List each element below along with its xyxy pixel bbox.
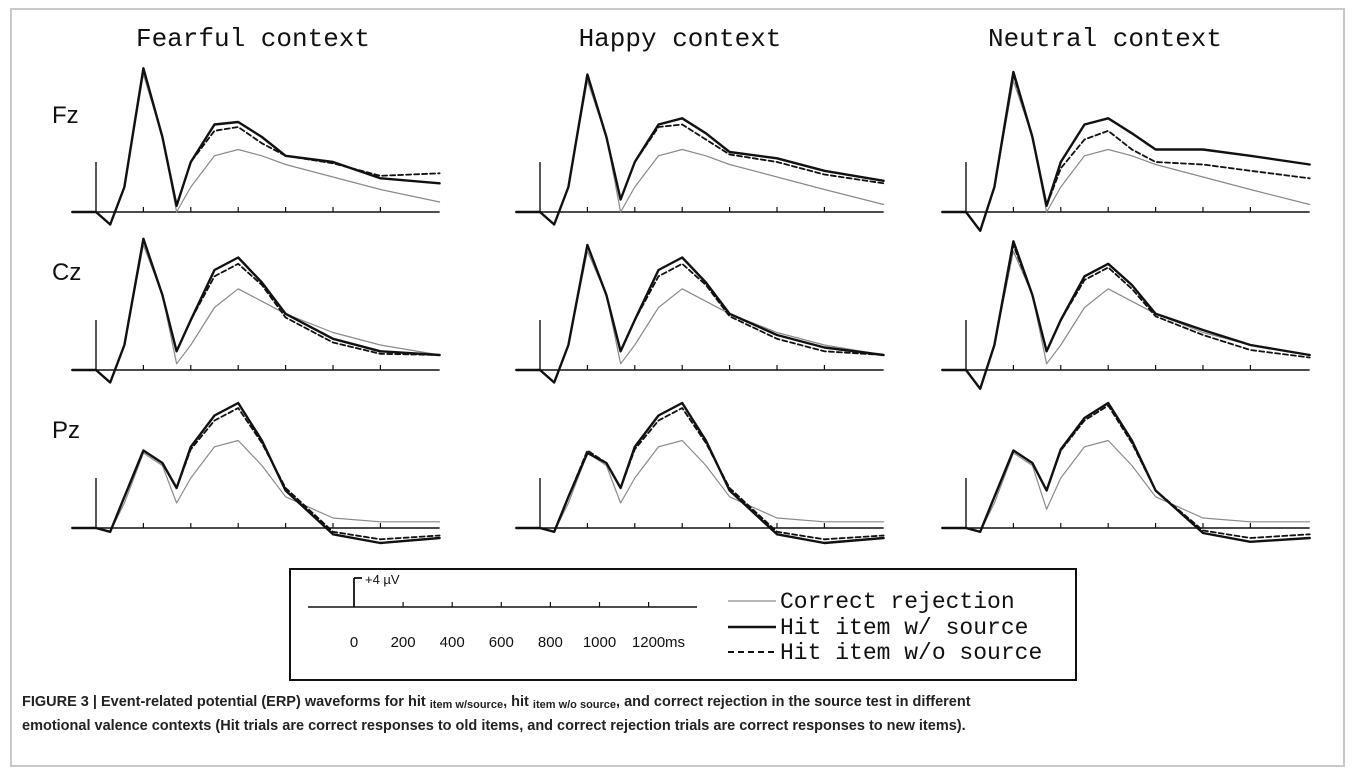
- waveform-correct-rejection-happy-cz: [515, 250, 885, 384]
- panel-happy-fz: [515, 73, 885, 226]
- waveform-hit-item-w-o-source-happy-cz: [515, 244, 885, 384]
- waveform-correct-rejection-happy-pz: [515, 439, 885, 533]
- panel-neutral-cz: [941, 240, 1311, 390]
- scale-time-ticks: 0 200 400 600 800 1000 1200: [350, 602, 665, 651]
- waveform-hit-item-w-o-source-neutral-fz: [941, 73, 1311, 232]
- caption-sub-without-source: item w/o source: [532, 699, 617, 711]
- waveform-hit-item-w-o-source-neutral-pz: [941, 404, 1311, 539]
- waveform-hit-item-w-o-source-happy-pz: [515, 407, 885, 541]
- caption-sub-with-source: item w/source: [429, 699, 504, 711]
- caption-line2: emotional valence contexts (Hit trials a…: [22, 718, 966, 734]
- panel-fearful-pz: [71, 401, 441, 545]
- panel-fearful-fz: [71, 67, 441, 226]
- electrode-labels: Fz Cz Pz: [52, 102, 81, 444]
- waveform-hit-item-w-o-source-neutral-cz: [941, 244, 1311, 390]
- legend-box: +4 µV 0 200 400 600 800 1000 1200 ms Correct r…: [289, 568, 1077, 681]
- figure-caption: FIGURE 3 | Event-related potential (ERP)…: [22, 692, 1322, 737]
- waveform-correct-rejection-fearful-fz: [71, 73, 441, 226]
- waveform-hit-item-w-o-source-fearful-fz: [71, 67, 441, 226]
- waveform-hit-item-w-source-fearful-fz: [71, 67, 441, 226]
- legend-label-hit-without-source: Hit item w/o source: [780, 640, 1042, 666]
- legend-label-correct-rejection: Correct rejection: [780, 589, 1015, 615]
- context-title-happy: Happy context: [579, 24, 782, 54]
- waveform-hit-item-w-source-neutral-pz: [941, 401, 1311, 543]
- legend-label-hit-with-source: Hit item w/ source: [780, 615, 1028, 641]
- caption-mid2: , and correct rejection in the source te…: [616, 694, 971, 710]
- waveform-correct-rejection-neutral-pz: [941, 439, 1311, 533]
- waveform-correct-rejection-fearful-pz: [71, 439, 441, 533]
- scale-voltage-label: +4 µV: [365, 572, 400, 587]
- waveform-correct-rejection-neutral-cz: [941, 250, 1311, 390]
- scale-tick-label: 200: [391, 634, 416, 651]
- waveform-hit-item-w-o-source-fearful-pz: [71, 407, 441, 541]
- electrode-label-fz: Fz: [52, 102, 79, 129]
- electrode-label-cz: Cz: [52, 259, 81, 286]
- waveform-hit-item-w-o-source-fearful-cz: [71, 237, 441, 384]
- waveform-correct-rejection-happy-fz: [515, 80, 885, 226]
- waveform-correct-rejection-fearful-cz: [71, 244, 441, 384]
- scale-tick-label: 1000: [583, 634, 616, 651]
- panel-happy-cz: [515, 243, 885, 384]
- context-titles: Fearful context Happy context Neutral co…: [136, 24, 1222, 54]
- context-title-neutral: Neutral context: [988, 24, 1222, 54]
- waveform-hit-item-w-source-fearful-cz: [71, 237, 441, 384]
- scale-tick-label: 1200: [632, 634, 665, 651]
- waveform-hit-item-w-source-happy-fz: [515, 73, 885, 226]
- scale-time-unit: ms: [665, 634, 685, 651]
- erp-figure: Fearful context Happy context Neutral co…: [52, 24, 1311, 681]
- erp-panels: [71, 67, 1311, 545]
- scale-tick-label: 0: [350, 634, 358, 651]
- waveform-hit-item-w-source-fearful-pz: [71, 401, 441, 545]
- electrode-label-pz: Pz: [52, 417, 80, 444]
- waveform-hit-item-w-o-source-happy-fz: [515, 73, 885, 226]
- panel-fearful-cz: [71, 237, 441, 384]
- caption-lead: FIGURE 3 | Event-related potential (ERP)…: [22, 694, 426, 710]
- legend-frame: [289, 568, 1077, 681]
- caption-mid1: , hit: [503, 694, 529, 710]
- waveform-hit-item-w-source-happy-pz: [515, 401, 885, 545]
- scale-tick-label: 800: [538, 634, 563, 651]
- panel-neutral-fz: [941, 70, 1311, 233]
- panel-happy-pz: [515, 401, 885, 545]
- waveform-hit-item-w-source-happy-cz: [515, 243, 885, 384]
- context-title-fearful: Fearful context: [136, 24, 370, 54]
- panel-neutral-pz: [941, 401, 1311, 543]
- waveform-hit-item-w-source-neutral-cz: [941, 240, 1311, 390]
- scale-tick-label: 400: [440, 634, 465, 651]
- scale-tick-label: 600: [489, 634, 514, 651]
- waveform-hit-item-w-source-neutral-fz: [941, 70, 1311, 233]
